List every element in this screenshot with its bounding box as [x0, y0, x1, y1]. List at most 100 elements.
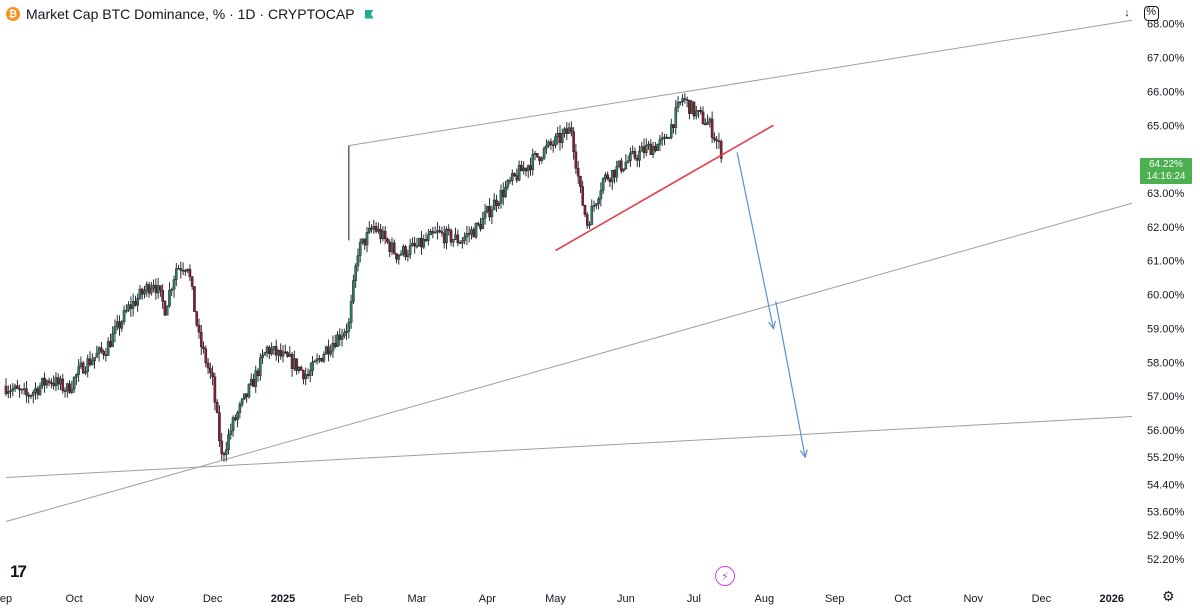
candle: [638, 145, 641, 168]
candle: [13, 383, 17, 392]
candle: [252, 373, 255, 387]
x-axis[interactable]: ep Oct Nov Dec 2025 Feb Mar Apr May Jun Jul Aug Sep O…: [0, 593, 1124, 605]
candle: [150, 281, 153, 296]
candle: [45, 379, 49, 389]
candle: [558, 125, 562, 151]
y-tick-label: 59.00%: [1147, 323, 1185, 335]
y-tick-label: 63.00%: [1147, 188, 1185, 200]
candle: [476, 221, 480, 227]
candle: [358, 238, 362, 263]
candle: [488, 198, 491, 221]
candle: [392, 239, 396, 255]
y-tick-label: 65.00%: [1147, 120, 1185, 132]
arrow-line[interactable]: [736, 152, 775, 329]
candle: [352, 274, 355, 304]
candle: [644, 138, 648, 157]
candle: [367, 221, 371, 235]
candle: [551, 140, 555, 153]
candle: [567, 122, 571, 134]
trend-line[interactable]: [348, 19, 1133, 147]
x-tick-label: 2025: [271, 593, 295, 605]
candle: [161, 284, 164, 309]
candle: [245, 393, 248, 403]
candle: [313, 359, 317, 363]
candle: [136, 293, 139, 312]
candle: [570, 121, 573, 137]
candle: [581, 180, 585, 206]
arrow-line[interactable]: [775, 301, 806, 458]
candle: [413, 236, 416, 254]
percent-toggle[interactable]: %: [1146, 6, 1156, 18]
candle: [283, 344, 287, 355]
x-tick-label: May: [545, 593, 566, 605]
candle: [685, 96, 689, 108]
gear-icon[interactable]: ⚙: [1162, 588, 1175, 604]
trend-line[interactable]: [5, 416, 1133, 478]
candle: [445, 226, 448, 250]
candle: [397, 254, 401, 265]
y-tick-label: 52.20%: [1147, 554, 1185, 566]
candle: [111, 326, 115, 347]
candle: [540, 156, 544, 164]
y-tick-label: 52.90%: [1147, 530, 1185, 542]
support-line[interactable]: [555, 124, 774, 252]
candle: [61, 373, 65, 394]
candle: [209, 362, 212, 379]
candle: [302, 369, 305, 385]
candle: [156, 277, 160, 299]
lightning-icon[interactable]: ⚡: [715, 566, 735, 586]
candle: [690, 99, 693, 114]
candle: [429, 228, 432, 236]
candle: [29, 394, 33, 399]
candle: [63, 387, 67, 398]
candle: [420, 230, 423, 255]
candle: [256, 367, 260, 382]
trend-line[interactable]: [5, 202, 1133, 523]
candle: [504, 181, 507, 199]
x-tick-label: Mar: [407, 593, 426, 605]
candle: [390, 237, 394, 255]
candle: [501, 182, 505, 206]
x-tick-label: Sep: [825, 593, 845, 605]
candle: [574, 143, 578, 174]
candle: [247, 383, 251, 399]
candle: [258, 353, 262, 381]
candle: [631, 145, 634, 155]
candle: [293, 350, 296, 372]
candle: [474, 222, 478, 240]
candle: [86, 354, 90, 378]
candle: [215, 399, 219, 414]
candle: [688, 99, 691, 120]
fullscreen-icon[interactable]: [1143, 5, 1159, 21]
y-tick-label: 53.60%: [1147, 506, 1185, 518]
candle: [374, 222, 378, 234]
candle: [320, 357, 323, 362]
candle: [268, 345, 271, 360]
arrow-down-icon[interactable]: ↓: [1124, 7, 1130, 19]
candle: [454, 227, 457, 241]
candle: [18, 384, 21, 398]
candle: [311, 356, 314, 376]
candle: [288, 346, 292, 358]
tradingview-logo-icon[interactable]: 17: [10, 562, 27, 581]
candle: [674, 100, 678, 135]
flag-icon[interactable]: [364, 9, 374, 19]
candle: [576, 160, 580, 184]
candle: [590, 199, 594, 226]
candle: [542, 146, 546, 161]
candle: [145, 281, 149, 297]
candle: [635, 154, 639, 168]
candle: [181, 262, 185, 276]
candle: [617, 160, 621, 169]
candle: [270, 342, 273, 356]
x-tick-label: Dec: [203, 593, 223, 605]
candle: [672, 124, 675, 134]
candle: [363, 238, 367, 250]
candle: [370, 224, 373, 233]
candles: [4, 93, 723, 462]
candle: [127, 301, 130, 313]
y-axis[interactable]: 68.00% 67.00% 66.00% 65.00% 63.00% 62.00% 61.0…: [1147, 19, 1185, 566]
candle: [463, 232, 466, 245]
y-tick-label: 57.00%: [1147, 391, 1185, 403]
